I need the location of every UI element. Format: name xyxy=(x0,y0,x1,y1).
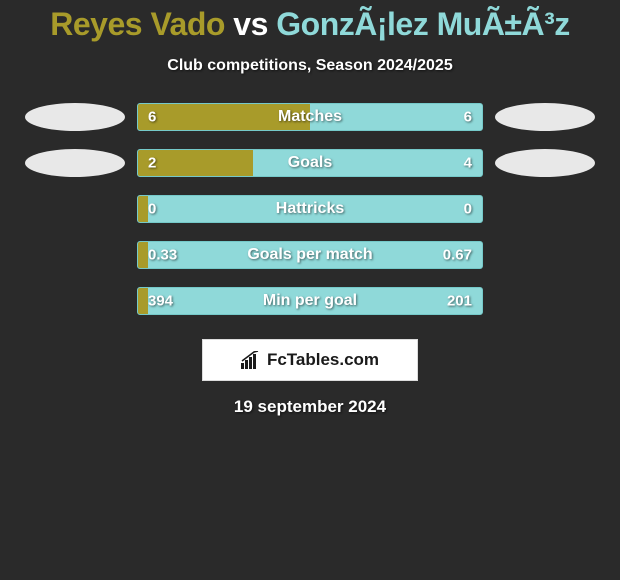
stat-value-right: 0.67 xyxy=(443,247,472,264)
stat-row: 0.33 Goals per match 0.67 xyxy=(0,241,620,269)
stat-value-left: 2 xyxy=(148,155,156,172)
stat-bar-fill xyxy=(138,196,148,222)
stat-row: 6 Matches 6 xyxy=(0,103,620,131)
stat-label: Min per goal xyxy=(263,292,357,310)
stat-bar: 394 Min per goal 201 xyxy=(137,287,483,315)
stat-label: Goals xyxy=(288,154,332,172)
stat-value-left: 394 xyxy=(148,293,173,310)
player1-avatar xyxy=(25,287,125,315)
brand-box[interactable]: FcTables.com xyxy=(202,339,418,381)
stat-bar: 0 Hattricks 0 xyxy=(137,195,483,223)
player1-avatar xyxy=(25,149,125,177)
player2-avatar xyxy=(495,195,595,223)
stat-row: 394 Min per goal 201 xyxy=(0,287,620,315)
player2-avatar xyxy=(495,241,595,269)
stat-rows: 6 Matches 6 2 Goals 4 0 Hattricks 0 0.33 Goals per… xyxy=(0,103,620,315)
stat-value-left: 6 xyxy=(148,109,156,126)
comparison-infographic: Reyes Vado vs GonzÃ¡lez MuÃ±Ã³z Club com… xyxy=(0,0,620,417)
page-title: Reyes Vado vs GonzÃ¡lez MuÃ±Ã³z xyxy=(0,6,620,43)
stat-row: 0 Hattricks 0 xyxy=(0,195,620,223)
stat-value-right: 4 xyxy=(464,155,472,172)
stat-value-right: 0 xyxy=(464,201,472,218)
stat-value-right: 201 xyxy=(447,293,472,310)
stat-bar-fill xyxy=(138,288,148,314)
title-player1: Reyes Vado xyxy=(50,6,225,42)
player2-avatar xyxy=(495,287,595,315)
player2-avatar xyxy=(495,149,595,177)
stat-row: 2 Goals 4 xyxy=(0,149,620,177)
player1-avatar xyxy=(25,103,125,131)
stat-label: Goals per match xyxy=(247,246,372,264)
brand-chart-icon xyxy=(241,351,263,369)
stat-value-right: 6 xyxy=(464,109,472,126)
brand-text: FcTables.com xyxy=(267,350,379,370)
date: 19 september 2024 xyxy=(0,397,620,417)
stat-label: Matches xyxy=(278,108,342,126)
title-player2: GonzÃ¡lez MuÃ±Ã³z xyxy=(276,6,569,42)
stat-label: Hattricks xyxy=(276,200,344,218)
stat-bar: 6 Matches 6 xyxy=(137,103,483,131)
stat-value-left: 0 xyxy=(148,201,156,218)
stat-value-left: 0.33 xyxy=(148,247,177,264)
player2-avatar xyxy=(495,103,595,131)
stat-bar: 0.33 Goals per match 0.67 xyxy=(137,241,483,269)
stat-bar-fill xyxy=(138,242,148,268)
title-vs: vs xyxy=(233,6,268,42)
player1-avatar xyxy=(25,195,125,223)
subtitle: Club competitions, Season 2024/2025 xyxy=(0,57,620,75)
player1-avatar xyxy=(25,241,125,269)
stat-bar: 2 Goals 4 xyxy=(137,149,483,177)
